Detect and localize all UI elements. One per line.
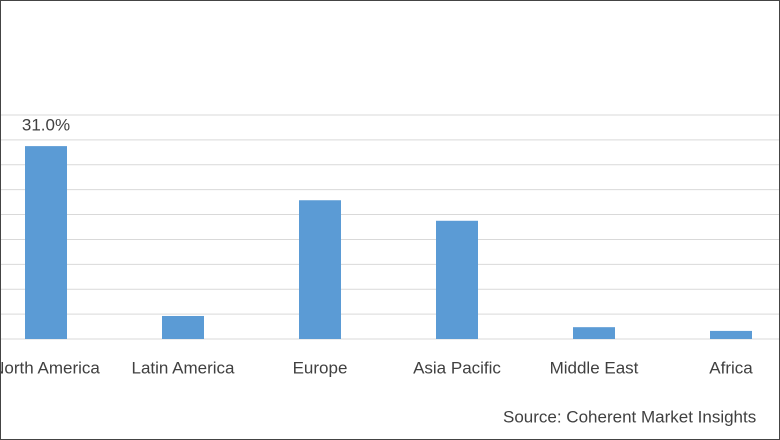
bar bbox=[573, 327, 615, 339]
x-tick-label: Latin America bbox=[132, 358, 236, 377]
x-tick-label: Asia Pacific bbox=[413, 358, 501, 377]
bar bbox=[25, 146, 67, 339]
bar bbox=[436, 220, 478, 339]
data-label: 31.0% bbox=[22, 116, 70, 135]
x-tick-label: Middle East bbox=[550, 358, 639, 377]
bar bbox=[162, 315, 204, 339]
bar bbox=[710, 330, 752, 339]
bar bbox=[299, 200, 341, 339]
x-tick-label: Africa bbox=[709, 358, 753, 377]
x-tick-label: Europe bbox=[293, 358, 348, 377]
x-tick-label: North America bbox=[0, 358, 100, 377]
source: Source: Coherent Market Insights bbox=[503, 407, 756, 426]
